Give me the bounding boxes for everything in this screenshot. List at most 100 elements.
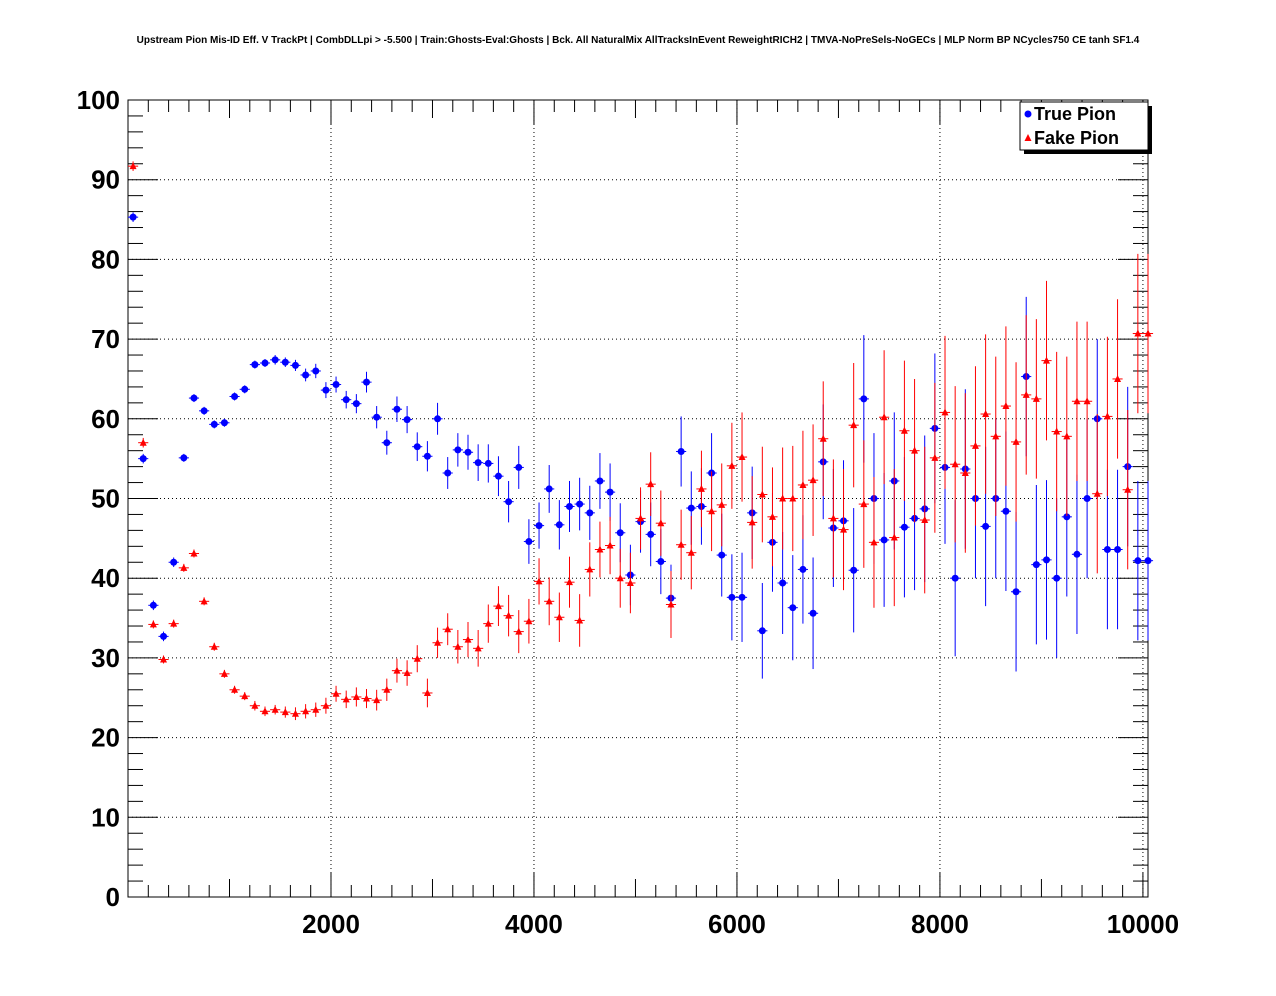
data-point bbox=[576, 616, 584, 624]
data-point bbox=[992, 432, 1000, 440]
data-point bbox=[789, 604, 797, 612]
data-point bbox=[657, 519, 665, 527]
data-point bbox=[1063, 432, 1071, 440]
y-tick-label: 60 bbox=[91, 404, 120, 434]
data-point bbox=[900, 523, 908, 531]
data-point bbox=[1124, 485, 1132, 493]
data-point bbox=[190, 549, 198, 557]
data-point bbox=[718, 500, 726, 508]
data-point bbox=[170, 619, 178, 627]
y-tick-labels: 0 10 20 30 40 50 60 70 80 90 100 bbox=[77, 85, 120, 912]
data-point bbox=[870, 538, 878, 546]
data-point bbox=[494, 472, 502, 480]
data-point bbox=[322, 701, 330, 709]
data-point bbox=[434, 638, 442, 646]
data-point bbox=[1103, 412, 1111, 420]
data-point bbox=[149, 620, 157, 628]
data-point bbox=[941, 408, 949, 416]
data-point bbox=[454, 642, 462, 650]
data-point bbox=[1053, 574, 1061, 582]
data-point bbox=[768, 512, 776, 520]
data-point bbox=[241, 692, 249, 700]
data-point bbox=[393, 666, 401, 674]
data-point bbox=[677, 447, 685, 455]
y-tick-label: 90 bbox=[91, 165, 120, 195]
data-point bbox=[1002, 507, 1010, 515]
legend-label: True Pion bbox=[1034, 104, 1116, 124]
data-point bbox=[413, 654, 421, 662]
data-point bbox=[393, 405, 401, 413]
data-point bbox=[1114, 374, 1122, 382]
data-point bbox=[464, 448, 472, 456]
data-point bbox=[1103, 546, 1111, 554]
data-point bbox=[819, 434, 827, 442]
data-point bbox=[728, 593, 736, 601]
data-point bbox=[149, 601, 157, 609]
y-tick-label: 40 bbox=[91, 563, 120, 593]
data-point bbox=[1073, 550, 1081, 558]
y-tick-label: 100 bbox=[77, 85, 120, 115]
data-point bbox=[606, 541, 614, 549]
data-point bbox=[900, 426, 908, 434]
chart-title: Upstream Pion Mis-ID Eff. V TrackPt | Co… bbox=[137, 35, 1140, 46]
data-point bbox=[545, 485, 553, 493]
axis-ticks bbox=[128, 99, 1148, 898]
data-point bbox=[352, 692, 360, 700]
data-point bbox=[180, 563, 188, 571]
data-point bbox=[1093, 489, 1101, 497]
data-point bbox=[1114, 546, 1122, 554]
data-point bbox=[312, 705, 320, 713]
data-point bbox=[758, 490, 766, 498]
data-point bbox=[160, 655, 168, 663]
data-point bbox=[444, 625, 452, 633]
data-point bbox=[677, 540, 685, 548]
data-point bbox=[1073, 397, 1081, 405]
data-point bbox=[332, 689, 340, 697]
data-point bbox=[474, 644, 482, 652]
data-point bbox=[403, 669, 411, 677]
data-point bbox=[647, 480, 655, 488]
data-point bbox=[616, 574, 624, 582]
data-point bbox=[880, 536, 888, 544]
y-tick-label: 80 bbox=[91, 244, 120, 274]
data-point bbox=[555, 613, 563, 621]
data-point bbox=[555, 521, 563, 529]
data-point bbox=[170, 558, 178, 566]
data-point bbox=[637, 514, 645, 522]
data-point bbox=[464, 635, 472, 643]
data-point bbox=[200, 407, 208, 415]
data-point bbox=[840, 525, 848, 533]
legend-label: Fake Pion bbox=[1034, 128, 1119, 148]
data-point bbox=[1063, 513, 1071, 521]
data-point bbox=[758, 627, 766, 635]
data-point bbox=[667, 600, 675, 608]
data-point bbox=[210, 420, 218, 428]
data-point bbox=[718, 551, 726, 559]
data-point bbox=[302, 707, 310, 715]
data-point bbox=[860, 500, 868, 508]
data-point bbox=[687, 504, 695, 512]
data-point bbox=[1043, 356, 1051, 364]
data-point bbox=[1022, 390, 1030, 398]
data-point bbox=[911, 446, 919, 454]
data-point bbox=[961, 468, 969, 476]
data-point bbox=[525, 617, 533, 625]
data-point bbox=[809, 609, 817, 617]
data-point bbox=[596, 477, 604, 485]
data-point bbox=[312, 367, 320, 375]
data-point bbox=[586, 509, 594, 517]
y-tick-label: 70 bbox=[91, 324, 120, 354]
data-point bbox=[779, 579, 787, 587]
data-point bbox=[982, 410, 990, 418]
x-tick-label: 2000 bbox=[302, 909, 360, 939]
data-point bbox=[576, 500, 584, 508]
data-point bbox=[241, 385, 249, 393]
legend-marker-circle bbox=[1024, 110, 1032, 118]
data-point bbox=[657, 557, 665, 565]
data-point bbox=[779, 494, 787, 502]
data-point bbox=[352, 400, 360, 408]
data-point bbox=[160, 632, 168, 640]
data-point bbox=[850, 421, 858, 429]
data-point bbox=[971, 441, 979, 449]
data-point bbox=[271, 705, 279, 713]
